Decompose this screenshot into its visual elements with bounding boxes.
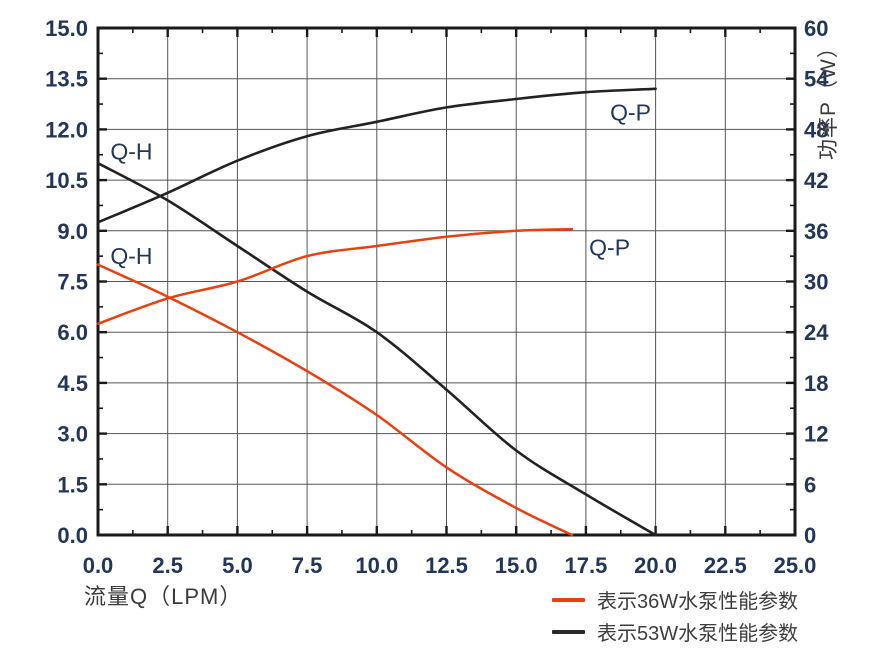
- y-left-tick-label: 15.0: [45, 16, 88, 41]
- legend-item-36w: 表示36W水泵性能参数: [552, 588, 799, 613]
- legend-label-36w: 表示36W水泵性能参数: [597, 591, 799, 613]
- y-left-tick-label: 13.5: [45, 67, 88, 92]
- legend-line-53w-icon: [552, 629, 585, 634]
- y-right-tick-label: 12: [804, 422, 828, 447]
- curve-53w-q-h: [96, 161, 657, 537]
- x-tick-label: 5.0: [222, 553, 253, 578]
- y-left-tick-label: 7.5: [57, 270, 88, 295]
- x-tick-label: 12.5: [425, 553, 468, 578]
- x-tick-label: 20.0: [634, 553, 677, 578]
- x-tick-label: 15.0: [495, 553, 538, 578]
- y-left-tick-label: 10.5: [45, 168, 88, 193]
- curve-36w-q-p: [96, 227, 574, 325]
- y-left-tick-label: 3.0: [57, 422, 88, 447]
- y-left-tick-label: 0.0: [57, 523, 88, 548]
- y-left-tick-label: 6.0: [57, 320, 88, 345]
- x-tick-label: 22.5: [704, 553, 747, 578]
- plot-frame: [96, 26, 797, 537]
- curve-label-53w-q-p: Q-P: [610, 100, 651, 126]
- y-left-axis-title: 扬程H（m）: [0, 45, 2, 168]
- y-left-tick-label: 1.5: [57, 472, 88, 497]
- curve-label-36w-q-h: Q-H: [110, 243, 152, 269]
- y-right-tick-label: 0: [804, 523, 816, 548]
- curve-53w-q-p: [96, 87, 657, 224]
- x-axis-title: 流量Q（LPM）: [84, 584, 243, 609]
- y-left-tick-label: 4.5: [57, 371, 88, 396]
- curve-label-36w-q-p: Q-P: [589, 235, 630, 261]
- x-tick-label: 17.5: [564, 553, 607, 578]
- y-right-tick-label: 42: [804, 168, 828, 193]
- legend-item-53w: 表示53W水泵性能参数: [552, 620, 799, 645]
- y-right-tick-label: 24: [804, 320, 829, 345]
- y-right-tick-label: 60: [804, 16, 828, 41]
- y-right-axis-title: 功率P（W）: [817, 36, 840, 160]
- x-tick-label: 0.0: [83, 553, 114, 578]
- x-tick-label: 10.0: [355, 553, 398, 578]
- y-right-tick-label: 54: [804, 67, 829, 92]
- y-right-tick-label: 18: [804, 371, 828, 396]
- y-left-tick-label: 12.0: [45, 117, 88, 142]
- curve-label-53w-q-h: Q-H: [110, 138, 152, 164]
- legend: 表示36W水泵性能参数 表示53W水泵性能参数: [552, 588, 799, 645]
- x-tick-label: 25.0: [774, 553, 817, 578]
- curve-36w-q-h: [96, 263, 574, 537]
- y-right-tick-label: 6: [804, 472, 816, 497]
- x-tick-label: 7.5: [292, 553, 323, 578]
- y-right-tick-label: 48: [804, 117, 828, 142]
- x-tick-label: 2.5: [152, 553, 183, 578]
- legend-label-53w: 表示53W水泵性能参数: [597, 623, 799, 645]
- y-right-tick-label: 30: [804, 270, 828, 295]
- y-right-tick-label: 36: [804, 219, 828, 244]
- legend-line-36w-icon: [552, 597, 585, 602]
- y-left-tick-label: 9.0: [57, 219, 88, 244]
